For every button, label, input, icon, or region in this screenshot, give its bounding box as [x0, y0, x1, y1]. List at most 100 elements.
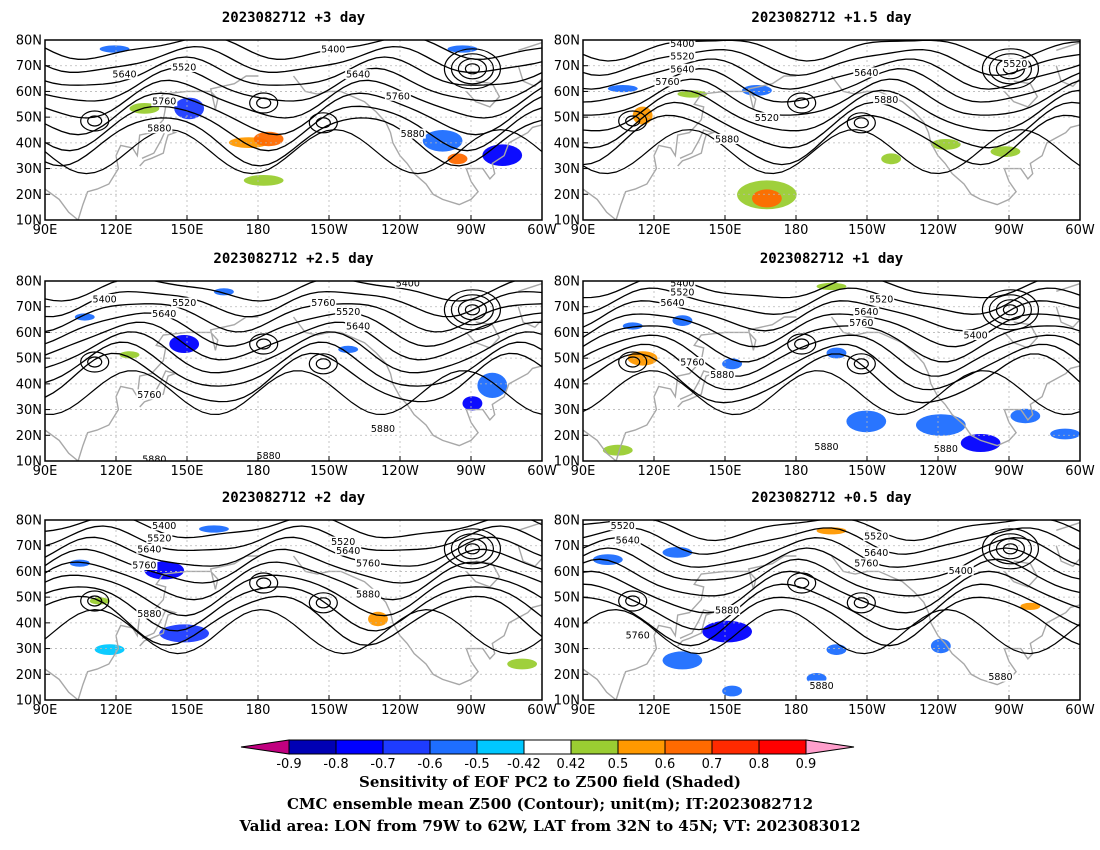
- lon-tick-label: 120W: [919, 223, 957, 238]
- contour-label-bg: [136, 608, 163, 619]
- lon-tick-label: 120E: [637, 464, 670, 479]
- z500-contour: [45, 117, 542, 167]
- map-panel: 5400 5520 5640 5640 5760 5760 5880 5880 20230827…: [16, 10, 557, 238]
- lon-tick-label: 60W: [527, 703, 557, 718]
- colorbar-tick-label: -0.8: [323, 757, 348, 772]
- contour-label: 5640: [864, 548, 888, 559]
- contour-label: 5880: [814, 442, 838, 453]
- contour-label-bg: [335, 545, 362, 556]
- lon-tick-label: 150E: [708, 223, 741, 238]
- z500-contour: [45, 561, 542, 601]
- z500-contour: [583, 287, 1080, 315]
- sensitivity-shade: [199, 525, 229, 533]
- lat-tick-label: 40N: [16, 136, 42, 151]
- z500-contour: [583, 547, 1080, 581]
- sensitivity-shade: [960, 434, 1001, 452]
- z500-closed-contour: [450, 294, 495, 326]
- panel-title: 2023082712 +1 day: [760, 251, 904, 267]
- lat-tick-label: 80N: [554, 514, 580, 529]
- z500-closed-contour: [80, 351, 110, 373]
- contour-label: 5880: [147, 124, 171, 135]
- lat-tick-label: 20N: [554, 429, 580, 444]
- z500-contour: [583, 58, 1080, 90]
- sensitivity-shade: [1020, 602, 1041, 611]
- map-panel: 5400552056405760552056405520588058802023…: [554, 10, 1095, 238]
- z500-closed-contour: [988, 53, 1033, 85]
- z500-contour: [583, 570, 1080, 614]
- contour-label: 5400: [396, 278, 420, 289]
- contour-label: 5400: [321, 45, 345, 56]
- z500-closed-contour: [443, 289, 502, 331]
- colorbar-segment: [570, 739, 619, 755]
- lon-tick-label: 150E: [170, 223, 203, 238]
- contour-label-bg: [863, 531, 890, 542]
- lat-tick-label: 10N: [554, 214, 580, 229]
- z500-contour: [45, 574, 542, 617]
- colorbar-tick-label: -0.42: [507, 757, 541, 772]
- sensitivity-shade: [477, 372, 508, 398]
- coastline: [292, 316, 542, 447]
- z500-contour: [45, 321, 542, 361]
- z500-contour: [583, 334, 1080, 377]
- lon-tick-label: 120E: [99, 223, 132, 238]
- contour-label-bg: [1002, 58, 1029, 69]
- panel-frame: [582, 39, 1081, 221]
- contour-label-bg: [310, 297, 337, 308]
- contour-label-bg: [355, 558, 382, 569]
- panel-title: 2023082712 +3 day: [222, 10, 366, 26]
- z500-contour: [45, 548, 542, 584]
- colorbar-segment: [382, 739, 431, 755]
- contour-label: 5640: [137, 544, 161, 555]
- colorbar-tick-label: 0.42: [557, 757, 586, 772]
- panel-title: 2023082712 +2 day: [222, 490, 366, 506]
- contour-label-bg: [669, 51, 696, 62]
- z500-contour: [583, 520, 1080, 542]
- contour-label: 5880: [137, 609, 161, 620]
- colorbar-min-arrow: [240, 739, 290, 755]
- panel-content: 5400540055205640576055205640576058805880…: [45, 278, 542, 461]
- lat-tick-label: 30N: [554, 403, 580, 418]
- z500-closed-contour: [80, 110, 110, 132]
- panel-background: [45, 520, 542, 700]
- contour-label: 5640: [854, 307, 878, 318]
- z500-contour: [583, 353, 1080, 404]
- z500-contour: [45, 331, 542, 374]
- z500-closed-contour: [87, 356, 103, 368]
- lat-tick-label: 20N: [16, 188, 42, 203]
- lat-tick-label: 40N: [16, 616, 42, 631]
- z500-closed-contour: [787, 92, 817, 114]
- map-panel: 5400540055205640576055205640576058805880…: [16, 251, 557, 479]
- z500-closed-contour: [464, 304, 481, 316]
- lat-tick-label: 10N: [16, 694, 42, 709]
- contour-label: 5400: [93, 295, 117, 306]
- lat-tick-label: 80N: [16, 514, 42, 529]
- contour-label-bg: [853, 67, 880, 78]
- lat-tick-label: 10N: [16, 455, 42, 470]
- lat-tick-label: 20N: [554, 188, 580, 203]
- z500-contour: [45, 56, 542, 86]
- lat-tick-label: 20N: [16, 429, 42, 444]
- lat-tick-label: 10N: [554, 455, 580, 470]
- z500-contour: [45, 341, 542, 387]
- z500-closed-contour: [625, 356, 641, 368]
- contour-label: 5520: [611, 521, 635, 532]
- z500-closed-contour: [249, 333, 279, 355]
- lon-tick-label: 60W: [527, 223, 557, 238]
- contour-label: 5400: [670, 39, 694, 50]
- lon-tick-label: 90E: [571, 223, 596, 238]
- contour-label: 5520: [331, 537, 355, 548]
- z500-contour: [45, 525, 542, 552]
- contour-label-bg: [624, 630, 651, 641]
- contour-label: 5880: [809, 681, 833, 692]
- panel-frame: [44, 39, 543, 221]
- lat-tick-label: 30N: [16, 642, 42, 657]
- contour-label-bg: [848, 317, 875, 328]
- lat-tick-label: 30N: [16, 162, 42, 177]
- contour-label-bg: [863, 547, 890, 558]
- contour-label: 5640: [112, 70, 136, 81]
- z500-closed-contour: [618, 110, 648, 132]
- lon-tick-label: 60W: [1065, 223, 1095, 238]
- sensitivity-shade: [846, 410, 887, 433]
- coastline: [45, 75, 258, 220]
